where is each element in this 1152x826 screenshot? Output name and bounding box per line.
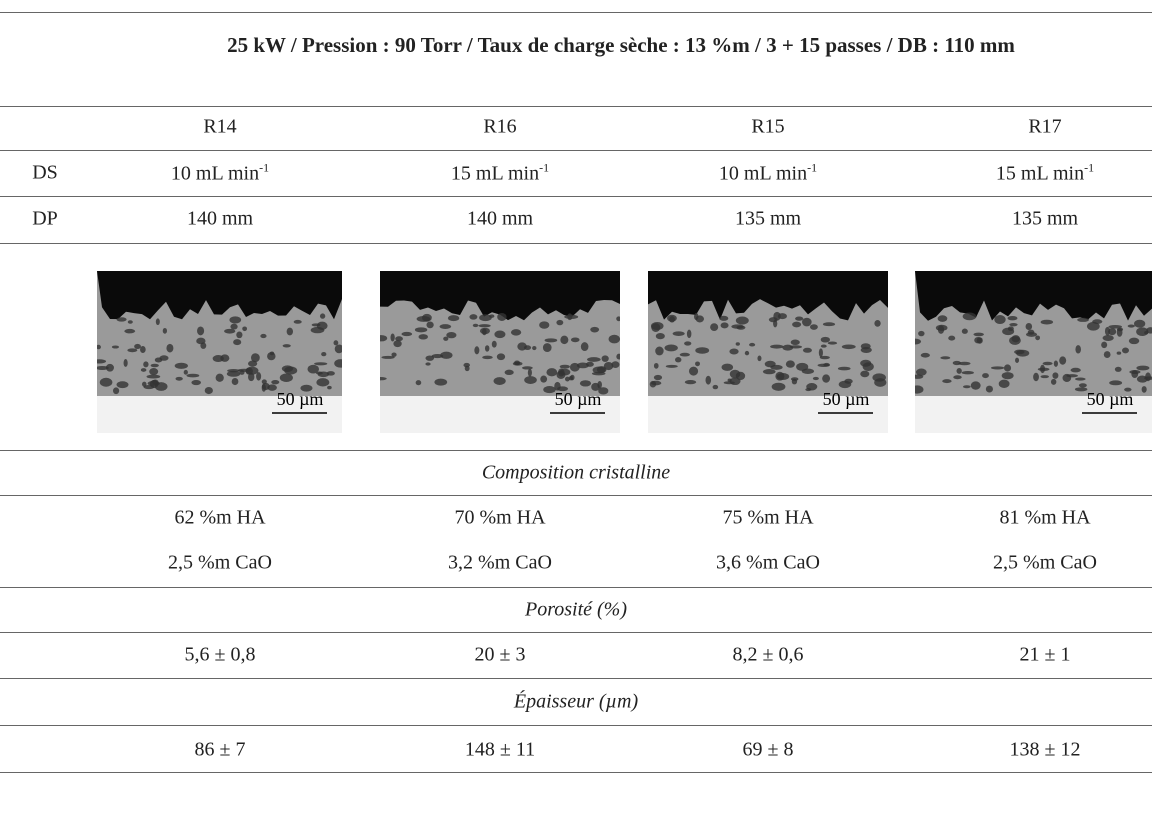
- cell: 69 ± 8: [742, 738, 794, 761]
- cell: 140 mm: [466, 207, 534, 230]
- rule: [0, 495, 1152, 496]
- cell: 3,2 %m CaO: [448, 551, 552, 574]
- rule: [0, 150, 1152, 151]
- rule: [0, 587, 1152, 588]
- cell: 140 mm: [186, 207, 254, 230]
- cell: 10 mL min-1: [719, 161, 817, 186]
- column-header: R15: [751, 115, 785, 138]
- cell: 8,2 ± 0,6: [732, 643, 804, 666]
- micrograph: 50 µm: [915, 271, 1152, 433]
- cell: 81 %m HA: [999, 506, 1091, 529]
- cell: 15 mL min-1: [451, 161, 549, 186]
- cell: 86 ± 7: [194, 738, 246, 761]
- rule: [0, 12, 1152, 13]
- rule: [0, 678, 1152, 679]
- rule: [0, 632, 1152, 633]
- cell-text: 15 mL min: [995, 162, 1085, 185]
- cell: 135 mm: [734, 207, 802, 230]
- exponent: -1: [807, 160, 818, 175]
- micrograph: 50 µm: [97, 271, 342, 433]
- cell: 135 mm: [1011, 207, 1079, 230]
- cell: 20 ± 3: [474, 643, 526, 666]
- exponent: -1: [259, 160, 270, 175]
- cell-text: 10 mL min: [718, 162, 808, 185]
- row-label: DS: [32, 161, 58, 184]
- section-title: Porosité (%): [524, 598, 628, 621]
- section-title: Épaisseur (µm): [513, 690, 639, 713]
- cell: 3,6 %m CaO: [716, 551, 820, 574]
- cell: 138 ± 12: [1009, 738, 1081, 761]
- scale-label: 50 µm: [823, 389, 870, 409]
- exponent: -1: [1084, 160, 1095, 175]
- cell: 62 %m HA: [174, 506, 266, 529]
- table-title: 25 kW / Pression : 90 Torr / Taux de cha…: [227, 33, 1015, 57]
- cell-text: 15 mL min: [450, 162, 540, 185]
- scale-label: 50 µm: [1087, 389, 1134, 409]
- scale-label: 50 µm: [277, 389, 324, 409]
- row-label: DP: [32, 207, 58, 230]
- rule: [0, 450, 1152, 451]
- cell-text: 10 mL min: [170, 162, 260, 185]
- cell: 2,5 %m CaO: [993, 551, 1097, 574]
- cell: 70 %m HA: [454, 506, 546, 529]
- micrograph: 50 µm: [648, 271, 888, 433]
- cell: 15 mL min-1: [996, 161, 1094, 186]
- rule: [0, 243, 1152, 244]
- column-header: R17: [1028, 115, 1062, 138]
- rule: [0, 106, 1152, 107]
- micrograph: 50 µm: [380, 271, 620, 433]
- rule: [0, 772, 1152, 773]
- column-header: R14: [203, 115, 237, 138]
- rule: [0, 725, 1152, 726]
- section-title: Composition cristalline: [481, 461, 671, 484]
- cell: 2,5 %m CaO: [168, 551, 272, 574]
- scale-label: 50 µm: [555, 389, 602, 409]
- cell: 148 ± 11: [464, 738, 536, 761]
- cell: 10 mL min-1: [171, 161, 269, 186]
- cell: 21 ± 1: [1019, 643, 1071, 666]
- cell: 75 %m HA: [722, 506, 814, 529]
- rule: [0, 196, 1152, 197]
- exponent: -1: [539, 160, 550, 175]
- column-header: R16: [483, 115, 517, 138]
- cell: 5,6 ± 0,8: [184, 643, 256, 666]
